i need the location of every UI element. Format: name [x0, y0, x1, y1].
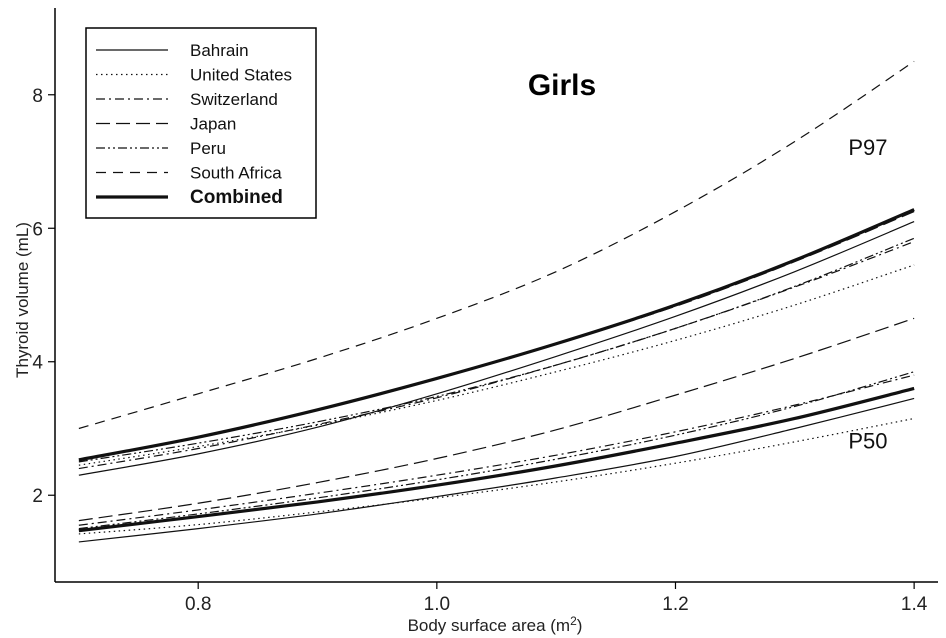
- series-line-bahrain-p50: [78, 397, 915, 543]
- y-axis-title: Thyroid volume (mL): [13, 222, 32, 378]
- chart-title: Girls: [528, 69, 596, 102]
- x-axis-title: Body surface area (m2): [408, 614, 583, 635]
- series-line-switzerland-p50: [78, 374, 915, 526]
- y-tick-label: 4: [32, 353, 43, 374]
- series-line-japan-p50: [78, 317, 915, 522]
- y-tick-label: 6: [32, 219, 43, 240]
- x-axis-title-main: Body surface area (m: [408, 616, 571, 635]
- legend-label-bahrain: Bahrain: [190, 41, 249, 60]
- x-tick-label: 0.8: [185, 594, 211, 615]
- legend-label-peru: Peru: [190, 139, 226, 158]
- series-line-united-states-p97: [78, 264, 915, 466]
- series-line-south-africa-p97: [78, 60, 915, 430]
- x-axis-title-sup: 2: [570, 614, 577, 628]
- axes: 0.8 1.0 1.2 1.4 2 4 6 8: [32, 8, 938, 615]
- series-line-combined-p97: [78, 208, 915, 462]
- annotation-p50: P50: [848, 429, 887, 454]
- legend-label-japan: Japan: [190, 115, 236, 134]
- legend: Bahrain United States Switzerland Japan Peru…: [85, 27, 317, 219]
- curves: [78, 60, 915, 543]
- series-line-bahrain-p97: [78, 221, 915, 476]
- legend-label-combined: Combined: [190, 187, 283, 208]
- series-line-peru-p97: [78, 237, 915, 463]
- x-tick-label: 1.2: [662, 594, 688, 615]
- annotation-p97: P97: [848, 135, 887, 160]
- y-tick-label: 2: [32, 486, 43, 507]
- legend-label-south-africa: South Africa: [190, 164, 282, 183]
- series-line-combined-p50: [78, 386, 915, 533]
- legend-label-switzerland: Switzerland: [190, 90, 278, 109]
- y-tick-label: 8: [32, 86, 43, 107]
- x-tick-label: 1.4: [901, 594, 928, 615]
- series-line-japan-p97: [78, 211, 915, 462]
- series-line-peru-p50: [78, 371, 915, 530]
- series-line-united-states-p50: [78, 417, 915, 535]
- x-tick-label: 1.0: [424, 594, 450, 615]
- legend-label-united-states: United States: [190, 66, 292, 85]
- x-axis-title-suffix: ): [577, 616, 583, 635]
